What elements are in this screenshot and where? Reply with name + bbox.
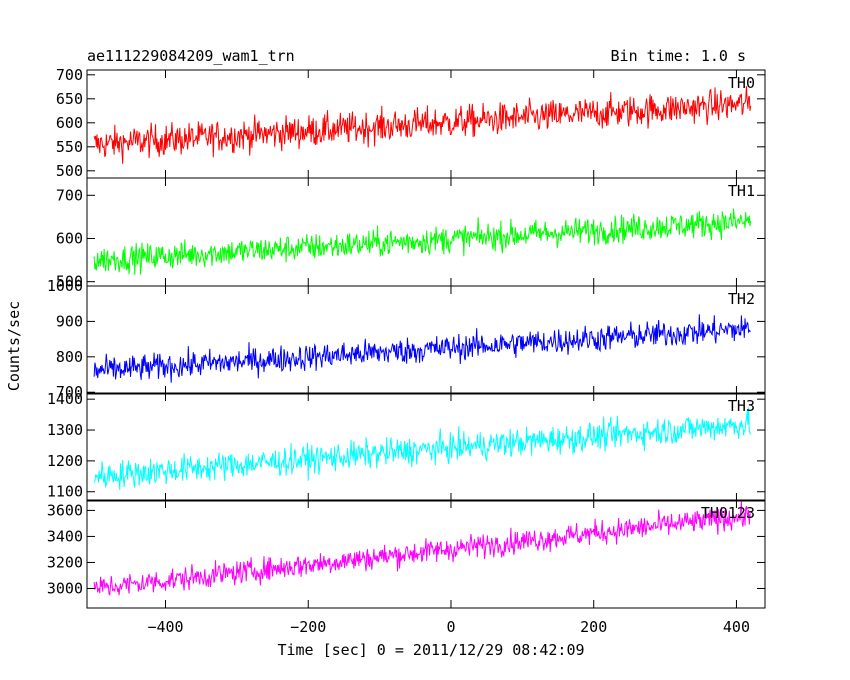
x-tick-labels: −400 −200 0 200 400 xyxy=(147,618,750,636)
y-tick-label: 700 xyxy=(56,383,83,401)
y-tick-label: 700 xyxy=(56,66,83,84)
y-tick-label: 700 xyxy=(56,186,83,204)
y-tick-label: 650 xyxy=(56,90,83,108)
plot-title: ae111229084209_wam1_trn xyxy=(87,47,295,65)
y-tick-label: 1400 xyxy=(47,390,83,408)
y-tick-label: 900 xyxy=(56,312,83,330)
y-tick-label: 500 xyxy=(56,273,83,291)
series-th2 xyxy=(93,314,751,383)
y-tick-label: 600 xyxy=(56,114,83,132)
y-tick-label: 3600 xyxy=(47,501,83,519)
x-tick-label: 400 xyxy=(723,618,750,636)
x-tick-label: −200 xyxy=(290,618,326,636)
series-th0123 xyxy=(93,501,752,596)
x-axis-label: Time [sec] 0 = 2011/12/29 08:42:09 xyxy=(277,641,584,659)
y-tick-label: 500 xyxy=(56,162,83,180)
y-tick-label: 1000 xyxy=(47,277,83,295)
series-th3 xyxy=(93,407,752,490)
series-th1 xyxy=(93,208,752,275)
x-tick-label: 200 xyxy=(580,618,607,636)
panel-th0123: 3000 3200 3400 3600 TH0123 xyxy=(47,499,766,609)
panel-th0: 500 550 600 650 700 TH0 xyxy=(56,66,766,180)
panel-label: TH1 xyxy=(728,182,755,200)
panels-group: 500 550 600 650 700 TH0 500 600 700 TH1 700 800 900 1… xyxy=(47,66,766,609)
panel-label: TH0 xyxy=(728,74,755,92)
y-tick-label: 550 xyxy=(56,138,83,156)
y-tick-label: 800 xyxy=(56,348,83,366)
panel-th3: 1100 1200 1300 1400 TH3 xyxy=(47,390,766,502)
panel-frame xyxy=(86,392,766,502)
x-tick-label: −400 xyxy=(147,618,183,636)
y-tick-label: 1300 xyxy=(47,421,83,439)
panel-label: TH3 xyxy=(728,397,755,415)
panel-frame xyxy=(86,499,766,609)
y-tick-label: 600 xyxy=(56,229,83,247)
bin-time-label: Bin time: 1.0 s xyxy=(611,47,746,65)
panel-label: TH0123 xyxy=(701,504,755,522)
panel-th1: 500 600 700 TH1 xyxy=(56,177,766,291)
y-tick-label: 3000 xyxy=(47,579,83,597)
y-tick-label: 3200 xyxy=(47,553,83,571)
panel-label: TH2 xyxy=(728,290,755,308)
x-tick-label: 0 xyxy=(446,618,455,636)
y-tick-label: 1200 xyxy=(47,452,83,470)
series-th0 xyxy=(93,86,752,164)
y-axis-label: Counts/sec xyxy=(5,301,23,391)
panel-frame xyxy=(86,285,766,395)
panel-th2: 700 800 900 1000 TH2 xyxy=(47,277,766,401)
y-tick-label: 1100 xyxy=(47,483,83,501)
y-tick-label: 3400 xyxy=(47,527,83,545)
